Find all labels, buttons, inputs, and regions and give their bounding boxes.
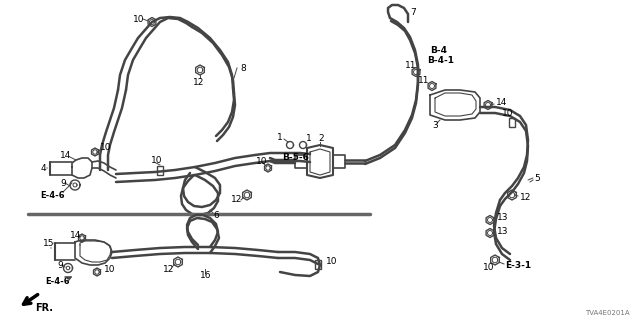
Text: 14: 14 — [60, 150, 72, 159]
Text: 14: 14 — [496, 98, 508, 107]
Text: 9: 9 — [57, 260, 63, 269]
Text: 13: 13 — [497, 213, 509, 222]
Text: B-4: B-4 — [430, 45, 447, 54]
Text: 12: 12 — [193, 77, 204, 86]
Text: E-4-6: E-4-6 — [45, 277, 70, 286]
Text: 16: 16 — [200, 270, 211, 279]
Text: 11: 11 — [405, 60, 417, 69]
Text: 10: 10 — [256, 156, 268, 165]
Bar — [315, 260, 321, 268]
Text: B-4-1: B-4-1 — [427, 55, 454, 65]
Text: 10: 10 — [483, 263, 495, 273]
Text: 8: 8 — [240, 63, 246, 73]
Text: TVA4E0201A: TVA4E0201A — [586, 310, 630, 316]
Text: 2: 2 — [318, 133, 324, 142]
Text: 10: 10 — [502, 108, 513, 117]
Bar — [509, 117, 515, 126]
Text: 4: 4 — [41, 164, 47, 172]
Text: 12: 12 — [163, 265, 174, 274]
Text: 1: 1 — [306, 133, 312, 142]
Text: 12: 12 — [520, 194, 531, 203]
Text: 7: 7 — [410, 7, 416, 17]
Text: E-4-6: E-4-6 — [40, 190, 65, 199]
Text: B-5-6: B-5-6 — [282, 153, 309, 162]
Text: 15: 15 — [43, 238, 54, 247]
Text: 10: 10 — [133, 14, 145, 23]
Text: 3: 3 — [432, 121, 438, 130]
Bar — [157, 165, 163, 174]
Text: 10: 10 — [104, 266, 115, 275]
Text: 5: 5 — [534, 173, 540, 182]
Text: 1: 1 — [277, 132, 283, 141]
Text: 10: 10 — [326, 257, 337, 266]
Text: 12: 12 — [231, 196, 243, 204]
Text: 13: 13 — [497, 227, 509, 236]
Text: 9: 9 — [60, 179, 66, 188]
Text: 14: 14 — [70, 230, 81, 239]
Text: FR.: FR. — [35, 303, 53, 313]
Text: 10: 10 — [151, 156, 163, 164]
Text: 10: 10 — [100, 142, 111, 151]
Text: 6: 6 — [213, 211, 219, 220]
Text: E-3-1: E-3-1 — [505, 260, 531, 269]
Text: 11: 11 — [418, 76, 429, 84]
